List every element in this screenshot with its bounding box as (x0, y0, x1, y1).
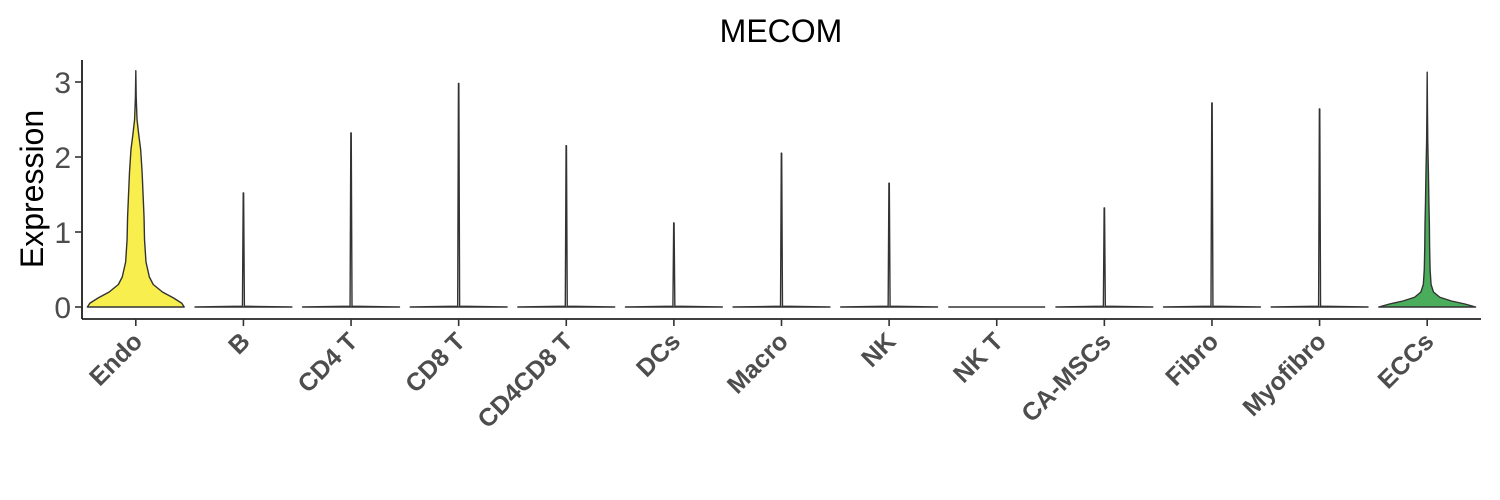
x-tick-label: CD4CD8 T (472, 327, 578, 433)
y-tick-label: 0 (54, 292, 71, 325)
violin-nk (839, 182, 939, 308)
violin-cd4cd8-t (517, 145, 616, 308)
x-tick-label: Endo (84, 327, 148, 391)
x-tick-label: CD4 T (292, 327, 363, 398)
y-tick-label: 2 (54, 142, 71, 175)
violin-endo (86, 70, 185, 308)
violin-macro (732, 152, 831, 308)
violin-cd8-t (409, 82, 508, 308)
y-tick-label: 1 (54, 217, 71, 250)
x-tick-label: CA-MSCs (1016, 327, 1116, 427)
violin-fibro (1162, 102, 1262, 308)
violin-myofibro (1270, 108, 1369, 308)
violin-ca-mscs (1055, 207, 1154, 308)
violins-group (86, 70, 1477, 308)
y-tick-label: 3 (54, 67, 71, 100)
x-tick-label: Myofibro (1237, 327, 1331, 421)
x-ticks-group: Endo B CD4 T CD8 T CD4CD8 T DCs Macro NK NK T CA-… (84, 319, 1439, 434)
y-ticks-group: 0 1 2 3 (54, 67, 82, 325)
violin-eccs (1378, 71, 1477, 308)
x-tick-label: CD8 T (400, 327, 471, 398)
violin-b (194, 192, 293, 308)
x-tick-label: Fibro (1160, 327, 1224, 391)
x-tick-label: NK T (948, 327, 1009, 388)
x-tick-label: ECCs (1372, 327, 1439, 394)
violin-dcs (624, 222, 724, 308)
x-tick-label: B (223, 327, 256, 360)
y-axis-label: Expression (14, 110, 50, 268)
chart-title: MECOM (720, 13, 843, 49)
x-tick-label: Macro (722, 327, 794, 399)
x-tick-label: NK (856, 327, 901, 372)
violin-cd4-t (301, 132, 401, 308)
x-tick-label: DCs (631, 327, 686, 382)
